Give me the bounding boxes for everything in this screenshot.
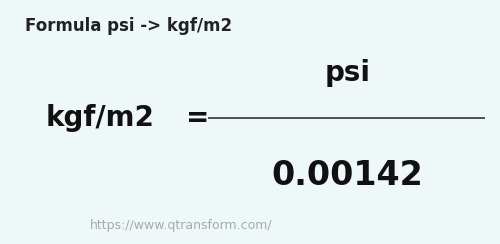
Text: https://www.qtransform.com/: https://www.qtransform.com/ bbox=[90, 219, 272, 232]
Text: Formula psi -> kgf/m2: Formula psi -> kgf/m2 bbox=[25, 17, 232, 35]
Text: 0.00142: 0.00142 bbox=[272, 159, 424, 192]
Text: =: = bbox=[186, 104, 209, 132]
Text: psi: psi bbox=[324, 59, 370, 87]
Text: kgf/m2: kgf/m2 bbox=[46, 104, 154, 132]
